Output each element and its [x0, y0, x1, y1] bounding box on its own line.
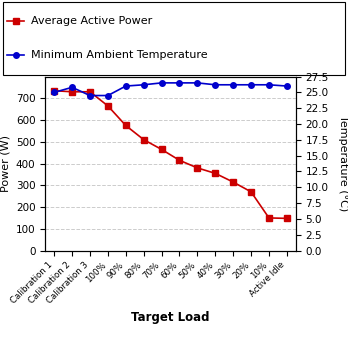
Average Active Power [142, 137, 146, 142]
Minimum Ambient Temperature [142, 83, 146, 87]
Text: Minimum Ambient Temperature: Minimum Ambient Temperature [31, 50, 208, 60]
Line: Average Active Power: Average Active Power [52, 88, 290, 221]
Average Active Power [52, 89, 56, 93]
Average Active Power [195, 166, 199, 170]
Average Active Power [267, 216, 271, 220]
Average Active Power [231, 180, 235, 184]
Average Active Power [124, 124, 128, 128]
Average Active Power [177, 158, 182, 163]
Minimum Ambient Temperature [88, 94, 92, 98]
Minimum Ambient Temperature [249, 83, 253, 87]
Minimum Ambient Temperature [52, 90, 56, 94]
Text: Average Active Power: Average Active Power [31, 16, 152, 26]
Minimum Ambient Temperature [231, 83, 235, 87]
Average Active Power [285, 216, 289, 221]
Line: Minimum Ambient Temperature: Minimum Ambient Temperature [52, 80, 290, 98]
Average Active Power [159, 147, 164, 151]
Average Active Power [70, 90, 74, 94]
Minimum Ambient Temperature [285, 84, 289, 88]
Average Active Power [213, 171, 218, 175]
Y-axis label: Power (W): Power (W) [0, 135, 10, 192]
Average Active Power [88, 90, 92, 94]
Average Active Power [106, 104, 110, 108]
X-axis label: Target Load: Target Load [131, 311, 210, 324]
Average Active Power [249, 190, 253, 194]
Minimum Ambient Temperature [213, 83, 218, 87]
Minimum Ambient Temperature [159, 81, 164, 85]
Minimum Ambient Temperature [70, 85, 74, 89]
Minimum Ambient Temperature [124, 84, 128, 88]
Minimum Ambient Temperature [177, 81, 182, 85]
Minimum Ambient Temperature [267, 83, 271, 87]
Minimum Ambient Temperature [106, 94, 110, 98]
Minimum Ambient Temperature [195, 81, 199, 85]
Y-axis label: Temperature (°C): Temperature (°C) [338, 116, 348, 212]
